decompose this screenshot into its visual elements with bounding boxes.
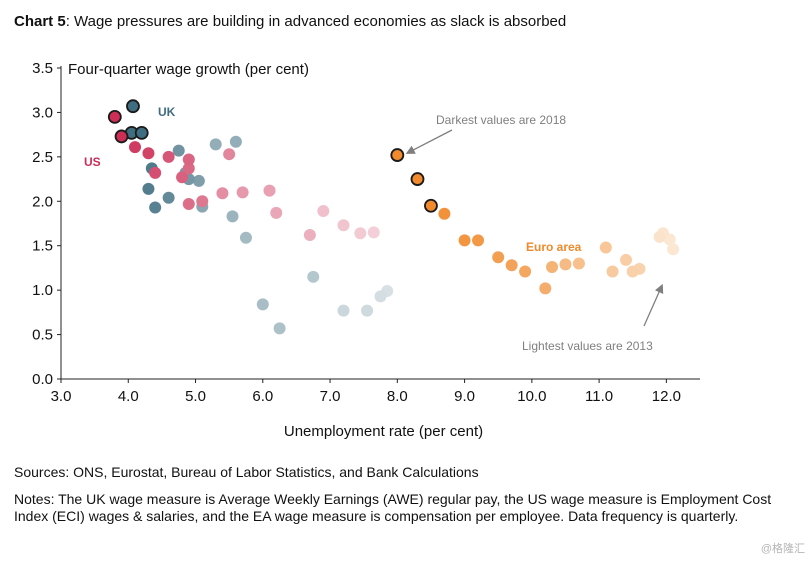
annotation-lightest: Lightest values are 2013 bbox=[522, 339, 653, 353]
data-point bbox=[226, 210, 239, 223]
annotation-arrow bbox=[405, 129, 453, 154]
data-point bbox=[142, 182, 155, 195]
data-point bbox=[337, 219, 350, 232]
data-point bbox=[539, 282, 552, 295]
data-point bbox=[263, 184, 276, 197]
data-point bbox=[374, 290, 387, 303]
y-tick-label: 0.5 bbox=[32, 327, 53, 344]
data-point bbox=[114, 129, 129, 144]
y-tick-label: 1.5 bbox=[32, 238, 53, 255]
data-point bbox=[172, 144, 185, 157]
data-point bbox=[626, 265, 639, 278]
data-point bbox=[667, 243, 680, 256]
x-tick-label: 5.0 bbox=[185, 388, 206, 405]
series-label: US bbox=[84, 155, 101, 169]
scatter-chart: 0.0 0.5 1.0 1.5 2.0 2.5 3.0 3.5 3.0 4.0 5.0 6.0 7.0 8… bbox=[32, 60, 700, 440]
data-point bbox=[126, 99, 140, 114]
data-point bbox=[361, 304, 374, 317]
data-point bbox=[599, 241, 612, 254]
data-point bbox=[458, 234, 471, 247]
data-point bbox=[182, 197, 195, 210]
data-point bbox=[472, 234, 485, 247]
data-point bbox=[653, 230, 666, 243]
data-point bbox=[505, 259, 518, 272]
data-point bbox=[256, 298, 269, 311]
x-tick-label: 8.0 bbox=[387, 388, 408, 405]
data-point bbox=[209, 138, 222, 151]
x-tick-label: 9.0 bbox=[454, 388, 475, 405]
x-tick-label: 3.0 bbox=[51, 388, 72, 405]
chart-number: Chart 5 bbox=[14, 13, 66, 30]
data-point bbox=[606, 265, 619, 278]
data-point bbox=[572, 257, 585, 270]
y-axis-title: Four-quarter wage growth (per cent) bbox=[68, 61, 309, 78]
data-point bbox=[128, 141, 141, 154]
data-point bbox=[337, 304, 350, 317]
series-label: UK bbox=[158, 105, 176, 119]
sources-note: Sources: ONS, Eurostat, Bureau of Labor … bbox=[14, 464, 479, 480]
data-point bbox=[354, 227, 367, 240]
data-point bbox=[229, 135, 242, 148]
data-point bbox=[273, 322, 286, 335]
x-tick-label: 7.0 bbox=[320, 388, 341, 405]
data-point bbox=[223, 148, 236, 161]
series-euro-area bbox=[390, 148, 680, 295]
data-point bbox=[196, 195, 209, 208]
data-point bbox=[176, 171, 189, 184]
chart-labels: UK US Euro area Darkest values are 2018 Ligh… bbox=[84, 105, 664, 353]
watermark: @格隆汇 bbox=[760, 543, 805, 555]
y-tick-label: 3.0 bbox=[32, 104, 53, 121]
x-tick-label: 6.0 bbox=[252, 388, 273, 405]
data-point bbox=[307, 270, 320, 283]
notes-text: Notes: The UK wage measure is Average We… bbox=[14, 491, 772, 524]
data-point bbox=[438, 207, 451, 220]
y-tick-label: 0.0 bbox=[32, 371, 53, 388]
data-point bbox=[519, 265, 532, 278]
x-tick-label: 12.0 bbox=[652, 388, 681, 405]
data-point bbox=[182, 153, 195, 166]
series-us bbox=[107, 109, 380, 242]
data-point bbox=[149, 166, 162, 179]
data-point bbox=[142, 147, 155, 160]
data-point bbox=[162, 191, 175, 204]
data-point bbox=[236, 186, 249, 199]
data-point bbox=[367, 226, 380, 239]
y-tick-label: 1.0 bbox=[32, 282, 53, 299]
data-point bbox=[107, 109, 122, 124]
data-point bbox=[182, 162, 195, 175]
data-point bbox=[620, 253, 633, 266]
data-point bbox=[239, 231, 252, 244]
series-uk bbox=[124, 99, 394, 335]
data-point bbox=[424, 198, 438, 213]
data-point bbox=[317, 205, 330, 218]
chart-marks bbox=[107, 99, 680, 335]
annotation-arrow bbox=[643, 283, 664, 327]
data-point bbox=[410, 172, 425, 186]
y-tick-label: 2.0 bbox=[32, 193, 53, 210]
chart-title: Chart 5: Wage pressures are building in … bbox=[14, 13, 566, 30]
data-point bbox=[390, 148, 405, 162]
data-point bbox=[270, 206, 283, 219]
data-point bbox=[216, 187, 229, 200]
series-label: Euro area bbox=[526, 240, 582, 254]
x-tick-label: 11.0 bbox=[585, 388, 613, 405]
x-axis-title: Unemployment rate (per cent) bbox=[284, 423, 483, 440]
y-tick-label: 2.5 bbox=[32, 149, 53, 166]
data-point bbox=[192, 174, 205, 187]
x-tick-label: 4.0 bbox=[118, 388, 139, 405]
data-point bbox=[303, 229, 316, 242]
data-point bbox=[492, 251, 505, 264]
data-point bbox=[162, 150, 175, 163]
annotation-darkest: Darkest values are 2018 bbox=[436, 113, 566, 127]
y-tick-label: 3.5 bbox=[32, 60, 53, 77]
chart-axes: 0.0 0.5 1.0 1.5 2.0 2.5 3.0 3.5 3.0 4.0 5.0 6.0 7.0 8… bbox=[32, 60, 700, 440]
data-point bbox=[149, 201, 162, 214]
x-tick-label: 10.0 bbox=[517, 388, 546, 405]
chart-title-text: : Wage pressures are building in advance… bbox=[65, 13, 567, 30]
data-point bbox=[134, 125, 149, 140]
data-point bbox=[546, 261, 559, 274]
data-point bbox=[559, 258, 572, 271]
